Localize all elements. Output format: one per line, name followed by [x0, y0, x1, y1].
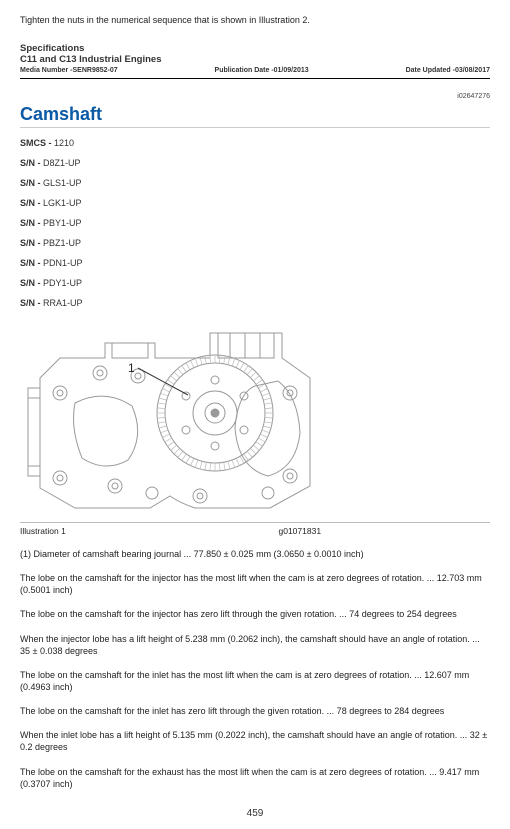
sn-value: PBY1-UP — [43, 218, 82, 228]
body-paragraph: The lobe on the camshaft for the injecto… — [20, 608, 490, 620]
body-paragraph: The lobe on the camshaft for the exhaust… — [20, 766, 490, 790]
sn-value: D8Z1-UP — [43, 158, 81, 168]
smcs-label: SMCS - — [20, 138, 54, 148]
sn-label: S/N - — [20, 218, 43, 228]
sn-value: PDY1-UP — [43, 278, 82, 288]
spec-upd: Date Updated -03/08/2017 — [406, 67, 490, 74]
sn-label: S/N - — [20, 258, 43, 268]
spec-pub: Publication Date -01/09/2013 — [215, 67, 309, 74]
figure-caption-row: Illustration 1 g01071831 — [20, 522, 490, 536]
sn-value: GLS1-UP — [43, 178, 82, 188]
sn-line: S/N - D8Z1-UP — [20, 158, 490, 168]
illustration-id: g01071831 — [279, 526, 491, 536]
smcs-value: 1210 — [54, 138, 74, 148]
sn-list: S/N - D8Z1-UPS/N - GLS1-UPS/N - LGK1-UPS… — [20, 158, 490, 308]
sn-line: S/N - PBZ1-UP — [20, 238, 490, 248]
sn-line: S/N - LGK1-UP — [20, 198, 490, 208]
sn-value: PBZ1-UP — [43, 238, 81, 248]
sn-line: S/N - PBY1-UP — [20, 218, 490, 228]
sn-line: S/N - GLS1-UP — [20, 178, 490, 188]
sn-line: S/N - RRA1-UP — [20, 298, 490, 308]
doc-id: i02647276 — [20, 93, 490, 100]
body-paragraph: When the inlet lobe has a lift height of… — [20, 729, 490, 753]
sn-value: LGK1-UP — [43, 198, 82, 208]
illustration: 1 Illustration 1 g01071831 — [20, 318, 490, 536]
spec-title: Specifications — [20, 43, 490, 54]
camshaft-diagram-svg: 1 — [20, 318, 340, 518]
sn-label: S/N - — [20, 158, 43, 168]
sn-value: PDN1-UP — [43, 258, 83, 268]
spec-subtitle: C11 and C13 Industrial Engines — [20, 54, 490, 65]
sn-label: S/N - — [20, 178, 43, 188]
smcs-line: SMCS - 1210 — [20, 138, 490, 148]
body-paragraph: The lobe on the camshaft for the inlet h… — [20, 669, 490, 693]
sn-value: RRA1-UP — [43, 298, 83, 308]
illustration-label: Illustration 1 — [20, 526, 279, 536]
callout-1: 1 — [128, 361, 135, 375]
sn-label: S/N - — [20, 238, 43, 248]
page-number: 459 — [20, 808, 490, 819]
sn-line: S/N - PDY1-UP — [20, 278, 490, 288]
sn-label: S/N - — [20, 198, 43, 208]
body-paragraph: (1) Diameter of camshaft bearing journal… — [20, 548, 490, 560]
body-paragraph: The lobe on the camshaft for the injecto… — [20, 572, 490, 596]
spec-meta-row: Media Number -SENR9852-07 Publication Da… — [20, 67, 490, 74]
sn-label: S/N - — [20, 278, 43, 288]
body-paragraph: The lobe on the camshaft for the inlet h… — [20, 705, 490, 717]
body-paragraphs: (1) Diameter of camshaft bearing journal… — [20, 548, 490, 790]
spec-block: Specifications C11 and C13 Industrial En… — [20, 43, 490, 79]
sn-line: S/N - PDN1-UP — [20, 258, 490, 268]
section-title: Camshaft — [20, 104, 490, 128]
spec-media: Media Number -SENR9852-07 — [20, 67, 118, 74]
body-paragraph: When the injector lobe has a lift height… — [20, 633, 490, 657]
top-note: Tighten the nuts in the numerical sequen… — [20, 15, 490, 25]
sn-label: S/N - — [20, 298, 43, 308]
